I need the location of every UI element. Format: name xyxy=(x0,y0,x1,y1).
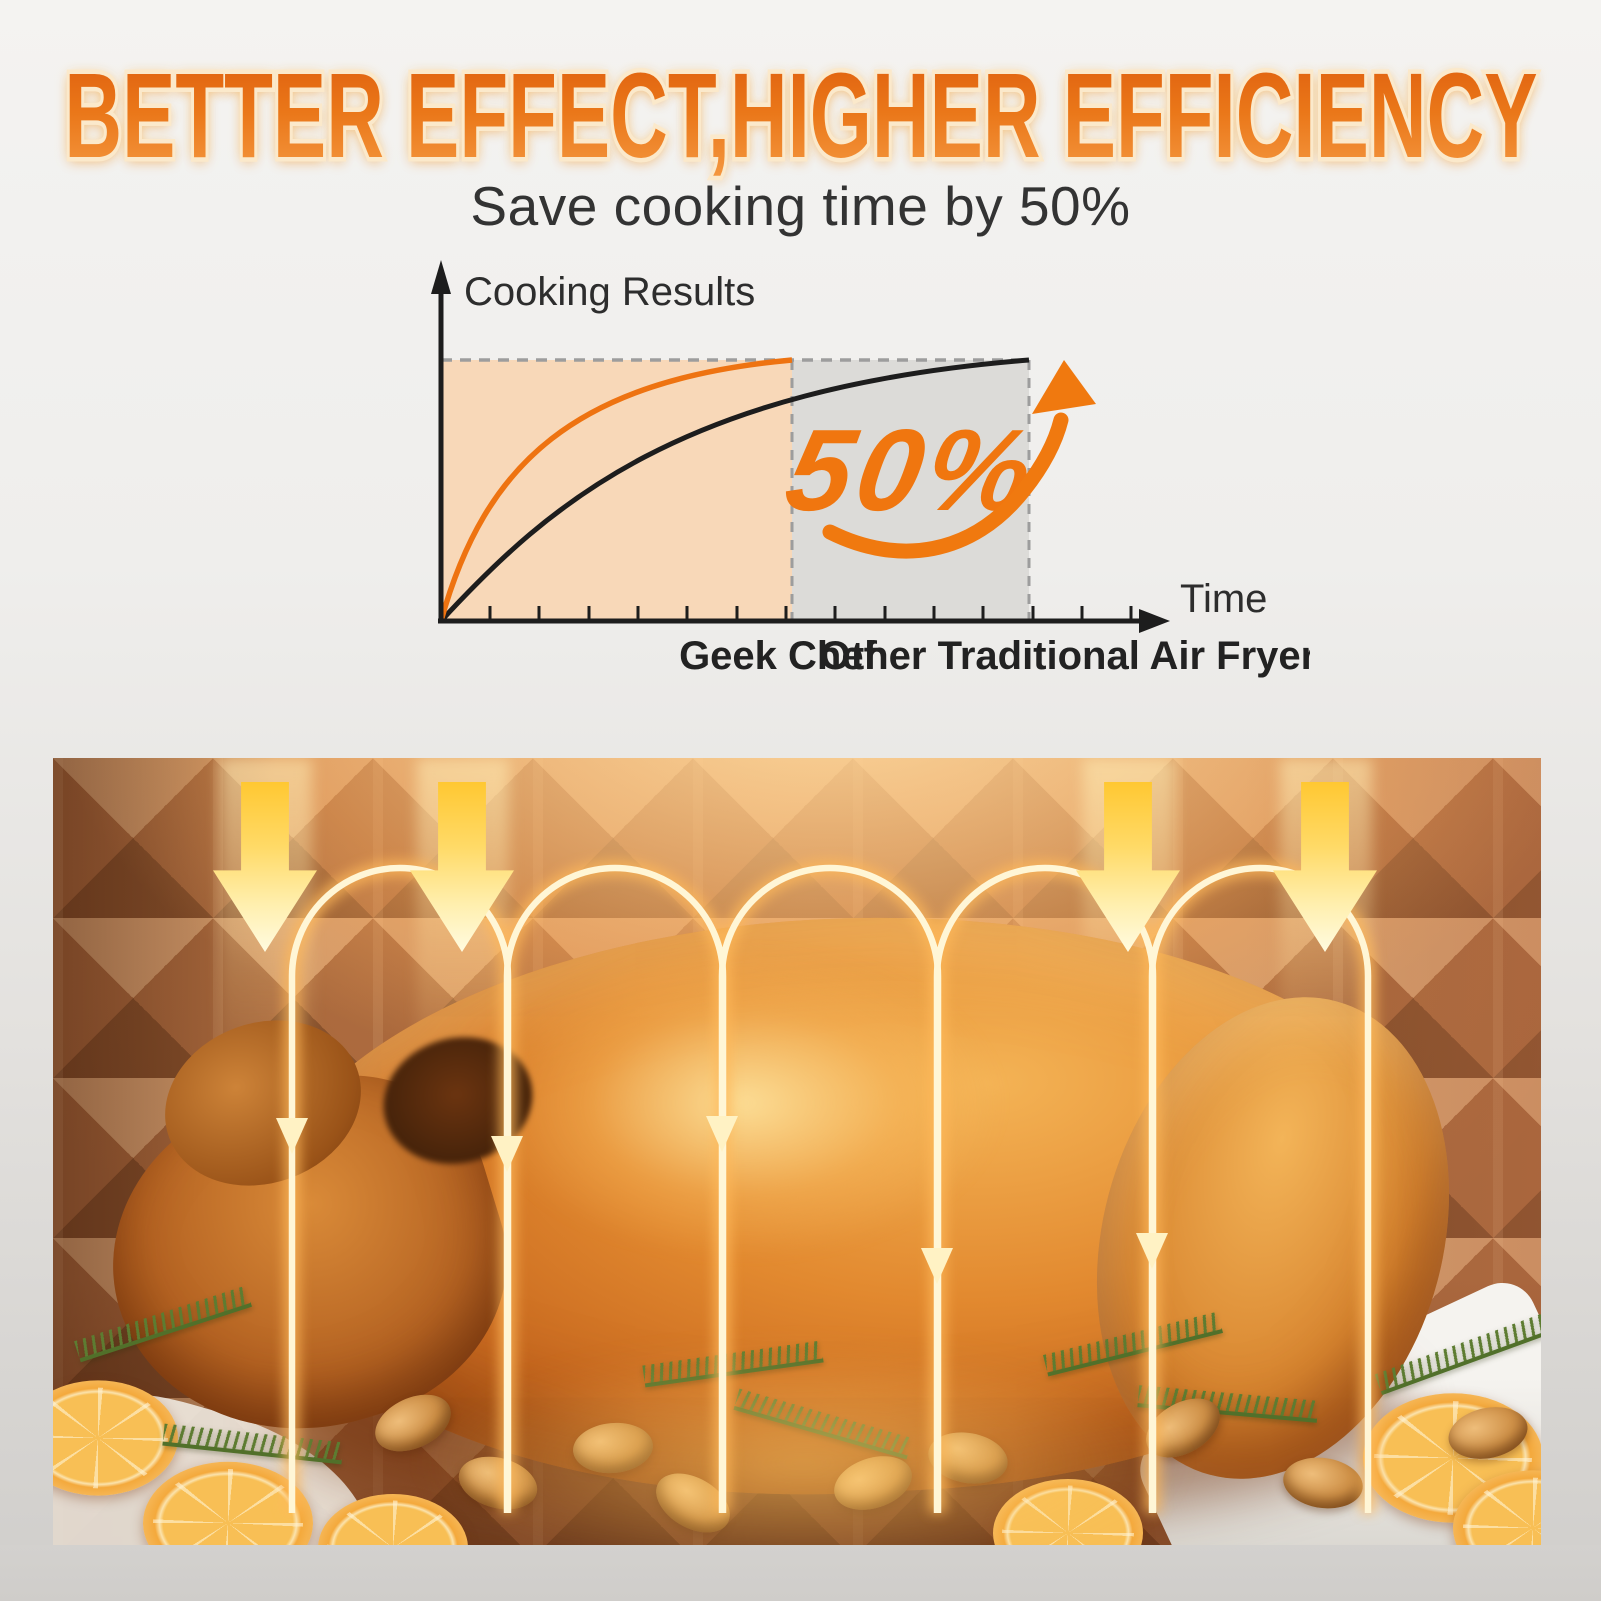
headline-banner: BETTER EFFECT,HIGHER EFFICIENCY BETTER E… xyxy=(0,47,1601,183)
headline-outline: BETTER EFFECT,HIGHER EFFICIENCY xyxy=(61,47,1540,183)
y-axis-label: Cooking Results xyxy=(464,270,755,314)
page-title: BETTER EFFECT,HIGHER EFFICIENCY xyxy=(63,47,1538,183)
orange-slice xyxy=(1453,1470,1541,1545)
axes xyxy=(438,288,1142,624)
x-axis-arrow-icon xyxy=(1139,609,1170,633)
turkey-highlight xyxy=(483,948,1003,1258)
orange-slice xyxy=(53,1380,178,1496)
marker-geek-chef: Geek Chef xyxy=(679,634,878,678)
swoosh-arrowhead-icon xyxy=(1032,360,1096,414)
page-subtitle: Save cooking time by 50% xyxy=(470,175,1131,237)
airflow-arrowhead-icons xyxy=(276,1116,1168,1284)
airflow-loops xyxy=(276,860,1376,1513)
region-traditional xyxy=(792,360,1029,621)
traditional-curve xyxy=(439,357,1030,623)
y-axis-arrow-icon xyxy=(431,260,451,294)
geek-chef-curve xyxy=(438,357,793,622)
turkey-photo xyxy=(53,758,1541,1545)
heat-glow xyxy=(423,1348,1183,1545)
x-axis-ticks xyxy=(488,606,1133,619)
x-axis-label: Time xyxy=(1180,577,1267,621)
bottom-margin xyxy=(0,1545,1601,1601)
cooking-comparison-chart: Cooking Results Time Geek Chef Other Tra… xyxy=(400,248,1310,688)
chart-canvas: Cooking Results Time Geek Chef Other Tra… xyxy=(431,260,1310,678)
swoosh-arrow xyxy=(822,412,1069,559)
airflow-glow xyxy=(284,860,1376,1513)
headline-text-wrap: BETTER EFFECT,HIGHER EFFICIENCY BETTER E… xyxy=(61,47,1540,183)
marker-traditional: Other Traditional Air Fryer xyxy=(820,634,1310,678)
airflow-core xyxy=(288,864,1372,1513)
